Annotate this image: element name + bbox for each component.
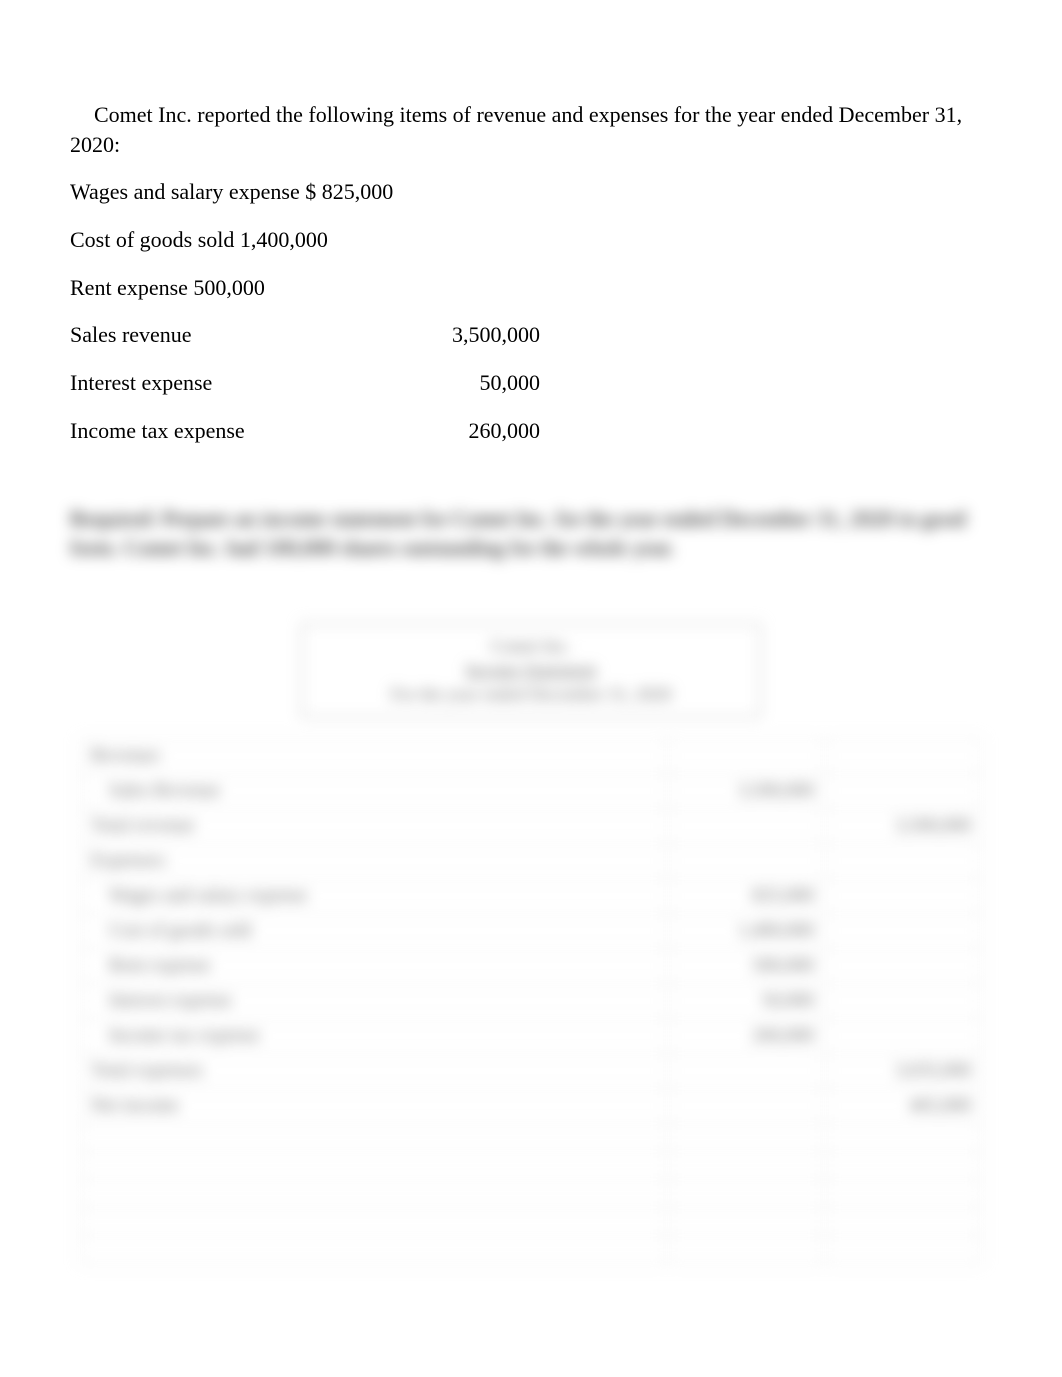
row-col1: 825,000 bbox=[667, 878, 824, 913]
row-col2 bbox=[824, 1123, 981, 1151]
row-desc: Net income bbox=[81, 1088, 668, 1123]
row-desc: Income tax expense bbox=[81, 1018, 668, 1053]
answer-region: Comet Inc. Income Statement For the year… bbox=[70, 623, 992, 1264]
row-desc: Total expenses bbox=[81, 1053, 668, 1088]
row-col2 bbox=[824, 738, 981, 773]
table-row bbox=[81, 1151, 982, 1179]
row-col2 bbox=[824, 913, 981, 948]
table-row bbox=[81, 1207, 982, 1235]
row-desc: Expenses: bbox=[81, 843, 668, 878]
table-row bbox=[81, 1179, 982, 1207]
row-col1 bbox=[667, 1088, 824, 1123]
statement-title-line: Income Statement bbox=[314, 658, 748, 682]
row-col1 bbox=[667, 1207, 824, 1235]
row-col2 bbox=[824, 773, 981, 808]
given-row-label: Income tax expense bbox=[70, 416, 390, 464]
row-col2: 3,035,000 bbox=[824, 1053, 981, 1088]
table-row: Interest expense 50,000 bbox=[81, 983, 982, 1018]
row-desc: Revenue: bbox=[81, 738, 668, 773]
row-col1 bbox=[667, 843, 824, 878]
row-desc: Cost of goods sold bbox=[81, 913, 668, 948]
row-desc bbox=[81, 1123, 668, 1151]
row-desc: Interest expense bbox=[81, 983, 668, 1018]
row-desc bbox=[81, 1207, 668, 1235]
row-desc bbox=[81, 1151, 668, 1179]
row-col2 bbox=[824, 1151, 981, 1179]
row-col1 bbox=[667, 1151, 824, 1179]
row-col2 bbox=[824, 983, 981, 1018]
row-desc: Rent expense bbox=[81, 948, 668, 983]
required-prompt: Required: Prepare an income statement fo… bbox=[70, 504, 992, 563]
given-line: Cost of goods sold 1,400,000 bbox=[70, 225, 992, 255]
table-row: Cost of goods sold 1,400,000 bbox=[81, 913, 982, 948]
table-row: Total expenses 3,035,000 bbox=[81, 1053, 982, 1088]
income-statement-table: Revenue: Sales Revenue 3,500,000 Total r… bbox=[80, 738, 982, 1264]
row-col1 bbox=[667, 1123, 824, 1151]
given-row: Income tax expense 260,000 bbox=[70, 416, 540, 464]
given-row: Sales revenue 3,500,000 bbox=[70, 320, 540, 368]
row-desc: Sales Revenue bbox=[81, 773, 668, 808]
statement-title-line: For the year ended December 31, 2020 bbox=[314, 682, 748, 706]
row-col1: 3,500,000 bbox=[667, 773, 824, 808]
given-row-value: 260,000 bbox=[390, 416, 540, 464]
statement-title-line: Comet Inc. bbox=[314, 634, 748, 658]
row-col1 bbox=[667, 738, 824, 773]
table-row: Income tax expense 260,000 bbox=[81, 1018, 982, 1053]
row-col2 bbox=[824, 1179, 981, 1207]
statement-title-box: Comet Inc. Income Statement For the year… bbox=[301, 623, 761, 718]
row-col2 bbox=[824, 1235, 981, 1263]
table-row: Rent expense 500,000 bbox=[81, 948, 982, 983]
row-desc bbox=[81, 1235, 668, 1263]
given-row-value: 50,000 bbox=[390, 368, 540, 416]
table-row: Wages and salary expense 825,000 bbox=[81, 878, 982, 913]
table-row: Revenue: bbox=[81, 738, 982, 773]
table-row: Total revenue 3,500,000 bbox=[81, 808, 982, 843]
given-row-label: Sales revenue bbox=[70, 320, 390, 368]
given-row: Interest expense 50,000 bbox=[70, 368, 540, 416]
given-line: Rent expense 500,000 bbox=[70, 273, 992, 303]
given-table: Sales revenue 3,500,000 Interest expense… bbox=[70, 320, 540, 463]
row-col1 bbox=[667, 1053, 824, 1088]
row-col2 bbox=[824, 948, 981, 983]
given-row-label: Interest expense bbox=[70, 368, 390, 416]
table-row: Net income 465,000 bbox=[81, 1088, 982, 1123]
row-col1: 1,400,000 bbox=[667, 913, 824, 948]
row-col2: 465,000 bbox=[824, 1088, 981, 1123]
given-data-block: Wages and salary expense $ 825,000 Cost … bbox=[70, 177, 992, 463]
table-row bbox=[81, 1123, 982, 1151]
row-col1 bbox=[667, 1235, 824, 1263]
intro-paragraph: Comet Inc. reported the following items … bbox=[70, 100, 992, 159]
row-col2 bbox=[824, 878, 981, 913]
table-row: Expenses: bbox=[81, 843, 982, 878]
row-col2 bbox=[824, 1018, 981, 1053]
row-col2 bbox=[824, 1207, 981, 1235]
table-row bbox=[81, 1235, 982, 1263]
given-row-value: 3,500,000 bbox=[390, 320, 540, 368]
row-desc: Wages and salary expense bbox=[81, 878, 668, 913]
table-row: Sales Revenue 3,500,000 bbox=[81, 773, 982, 808]
row-desc: Total revenue bbox=[81, 808, 668, 843]
row-col1: 50,000 bbox=[667, 983, 824, 1018]
row-col1: 260,000 bbox=[667, 1018, 824, 1053]
row-col2: 3,500,000 bbox=[824, 808, 981, 843]
row-desc bbox=[81, 1179, 668, 1207]
row-col1 bbox=[667, 808, 824, 843]
row-col2 bbox=[824, 843, 981, 878]
given-line: Wages and salary expense $ 825,000 bbox=[70, 177, 992, 207]
row-col1 bbox=[667, 1179, 824, 1207]
row-col1: 500,000 bbox=[667, 948, 824, 983]
